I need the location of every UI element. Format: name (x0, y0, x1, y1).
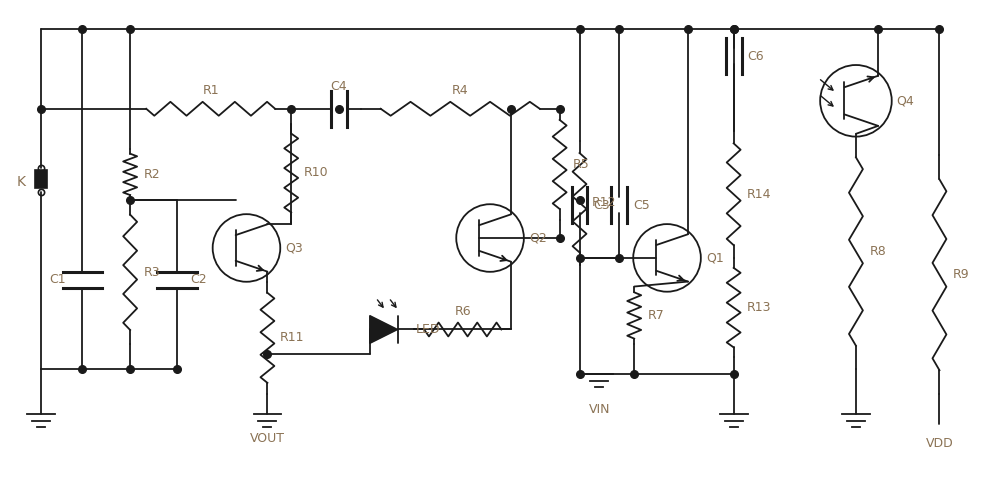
FancyBboxPatch shape (35, 171, 47, 188)
Text: C5: C5 (633, 199, 650, 212)
Text: C1: C1 (49, 273, 66, 286)
Text: R6: R6 (454, 305, 471, 318)
Text: C2: C2 (190, 273, 207, 286)
Text: R13: R13 (746, 301, 771, 314)
Text: R8: R8 (869, 245, 886, 258)
Text: C3: C3 (593, 199, 610, 212)
Text: R4: R4 (452, 84, 469, 97)
Text: R3: R3 (144, 266, 160, 279)
Text: C6: C6 (747, 50, 764, 63)
Text: K: K (16, 175, 25, 189)
Text: R7: R7 (648, 309, 664, 322)
Text: R10: R10 (304, 166, 328, 179)
Polygon shape (370, 316, 398, 343)
Text: R12: R12 (592, 196, 617, 209)
Text: R9: R9 (953, 268, 970, 281)
Text: Q4: Q4 (897, 94, 914, 107)
Text: R11: R11 (280, 331, 305, 344)
Text: C4: C4 (331, 80, 347, 94)
Text: VOUT: VOUT (250, 432, 285, 445)
Text: VDD: VDD (926, 437, 953, 450)
Text: R2: R2 (144, 168, 160, 181)
Text: R14: R14 (746, 188, 771, 201)
Text: Q3: Q3 (285, 241, 303, 254)
Text: LED: LED (415, 323, 440, 336)
Text: Q1: Q1 (706, 252, 724, 265)
Text: Q2: Q2 (529, 231, 547, 244)
Text: VIN: VIN (589, 402, 610, 415)
Text: R5: R5 (573, 158, 590, 171)
Text: R1: R1 (202, 84, 219, 97)
